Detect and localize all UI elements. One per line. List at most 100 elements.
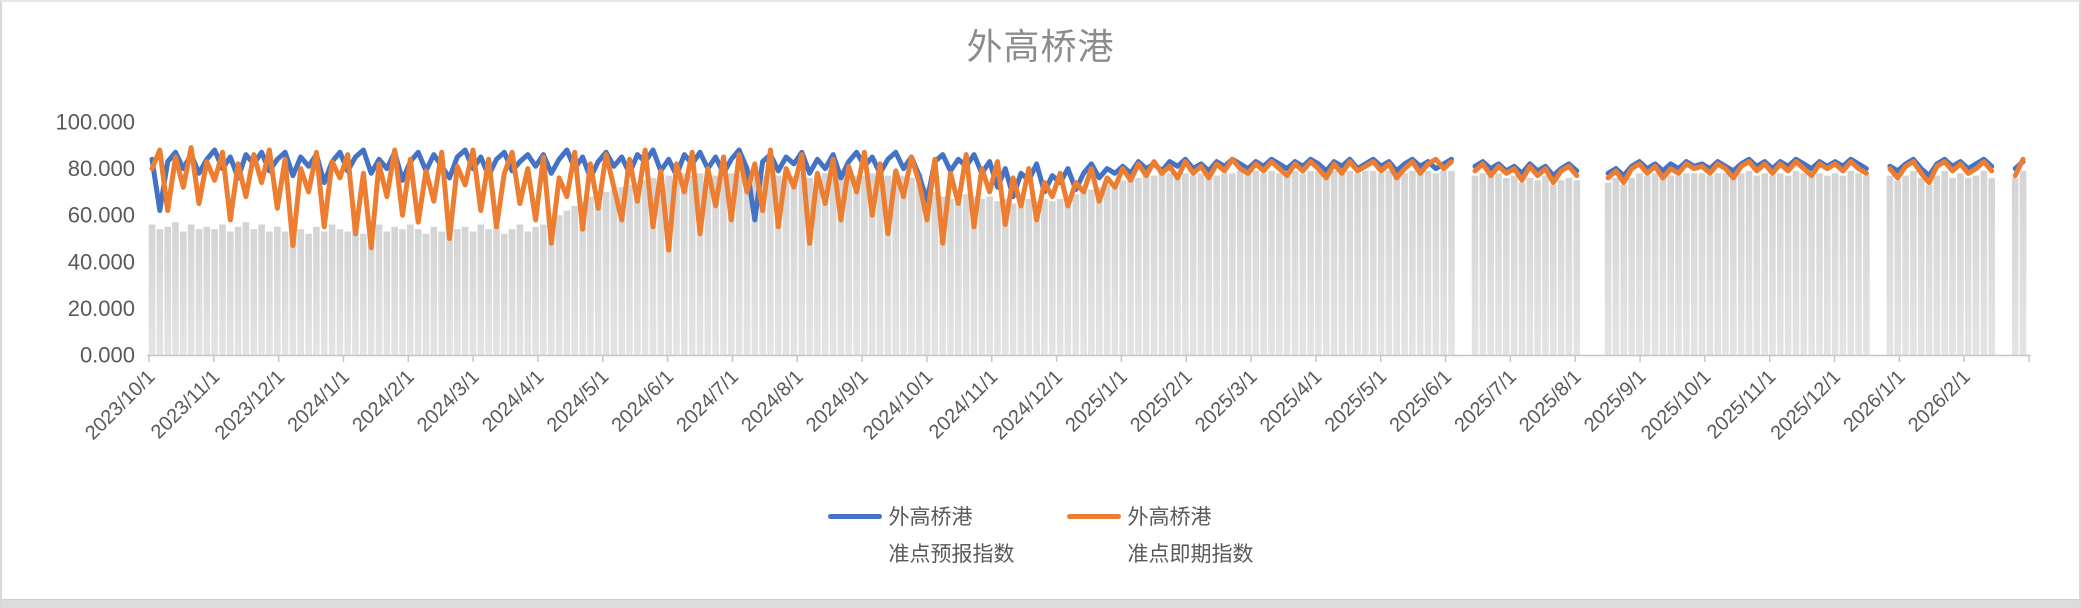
- bar: [1189, 175, 1197, 355]
- bar: [978, 198, 986, 355]
- bar: [712, 175, 719, 355]
- bar: [383, 231, 391, 355]
- bar: [735, 175, 743, 355]
- bar: [1346, 170, 1354, 355]
- bar: [1722, 173, 1729, 355]
- bar: [414, 229, 422, 355]
- y-tick-label: 20.000: [68, 296, 135, 321]
- bar: [219, 224, 226, 355]
- bar: [1573, 180, 1581, 356]
- bar: [250, 229, 258, 355]
- x-tick-label: 2024/5/1: [543, 366, 614, 437]
- bar: [501, 233, 508, 355]
- x-tick-label: 2024/10/1: [859, 366, 937, 444]
- bar: [313, 226, 320, 355]
- bar: [446, 224, 453, 355]
- bar: [649, 177, 657, 355]
- bar: [1268, 170, 1275, 355]
- bar: [1127, 177, 1134, 355]
- bar: [1205, 173, 1213, 355]
- bar: [1518, 182, 1526, 355]
- bar: [1448, 170, 1455, 355]
- bar: [422, 233, 430, 355]
- bar: [602, 191, 610, 355]
- bar: [657, 175, 665, 355]
- bar: [1409, 170, 1416, 355]
- spot-line: [2012, 156, 2026, 179]
- bar: [853, 175, 860, 355]
- bar: [563, 210, 571, 355]
- bar: [1244, 173, 1252, 355]
- bar: [759, 175, 766, 355]
- bar: [1487, 175, 1494, 355]
- x-tick-label: 2025/10/1: [1637, 366, 1715, 444]
- x-tick-label: 2024/2/1: [348, 366, 419, 437]
- bar: [1534, 180, 1541, 356]
- bar: [1049, 201, 1056, 355]
- bar: [594, 194, 602, 355]
- bar: [1213, 175, 1220, 355]
- bar: [782, 173, 790, 355]
- bar: [195, 229, 203, 355]
- bar: [579, 201, 586, 355]
- bar: [1714, 173, 1721, 355]
- bar: [1080, 191, 1087, 355]
- x-axis-labels: 2023/10/12023/11/12023/12/12024/1/12024/…: [81, 366, 1975, 444]
- bar: [477, 224, 485, 355]
- bar: [1017, 201, 1025, 355]
- legend-label-spot-line1: 外高桥港: [1127, 506, 1212, 529]
- x-tick-label: 2026/2/1: [1904, 366, 1975, 437]
- bar: [1886, 175, 1894, 355]
- bar: [743, 173, 751, 355]
- bar: [1088, 189, 1095, 355]
- bar: [1925, 184, 1933, 355]
- bar: [868, 173, 876, 355]
- bar: [1675, 175, 1682, 355]
- bar: [1064, 196, 1072, 355]
- bar: [1229, 173, 1236, 355]
- bar: [790, 175, 798, 355]
- bar: [1933, 175, 1941, 355]
- legend-item-forecast[interactable]: 外高桥港 准点预报指数: [827, 499, 1015, 573]
- x-tick-label: 2025/3/1: [1191, 366, 1262, 437]
- bar: [548, 219, 555, 355]
- bar: [1690, 173, 1698, 355]
- x-tick-label: 2024/12/1: [989, 366, 1067, 444]
- y-tick-label: 80.000: [68, 156, 135, 181]
- bar: [2011, 177, 2019, 355]
- bar: [461, 226, 469, 355]
- bar: [1338, 173, 1346, 355]
- bar: [884, 175, 892, 355]
- bar: [1002, 198, 1009, 355]
- bar: [1761, 173, 1768, 355]
- bar: [516, 224, 524, 355]
- bar: [493, 226, 500, 355]
- bar: [336, 229, 344, 355]
- bar: [172, 222, 179, 355]
- bar: [1957, 173, 1964, 355]
- bar: [367, 229, 375, 355]
- bar: [1009, 203, 1017, 355]
- bar: [1495, 173, 1502, 355]
- bar: [571, 205, 578, 355]
- bar: [696, 173, 704, 355]
- bar: [1620, 184, 1627, 355]
- bar: [1025, 198, 1033, 355]
- legend-item-spot[interactable]: 外高桥港 准点即期指数: [1066, 499, 1254, 573]
- bar: [955, 196, 962, 355]
- bar: [688, 175, 696, 355]
- bar: [829, 177, 837, 355]
- bar: [1839, 175, 1847, 355]
- bar: [391, 226, 398, 355]
- bar: [837, 175, 845, 355]
- bar: [720, 173, 727, 355]
- spot-line: [149, 145, 1454, 253]
- bar: [704, 177, 712, 355]
- bar: [1659, 177, 1667, 355]
- bar: [1737, 173, 1745, 355]
- bar: [931, 191, 939, 355]
- bar: [626, 184, 633, 355]
- bar: [1291, 170, 1299, 355]
- bar: [1401, 173, 1408, 355]
